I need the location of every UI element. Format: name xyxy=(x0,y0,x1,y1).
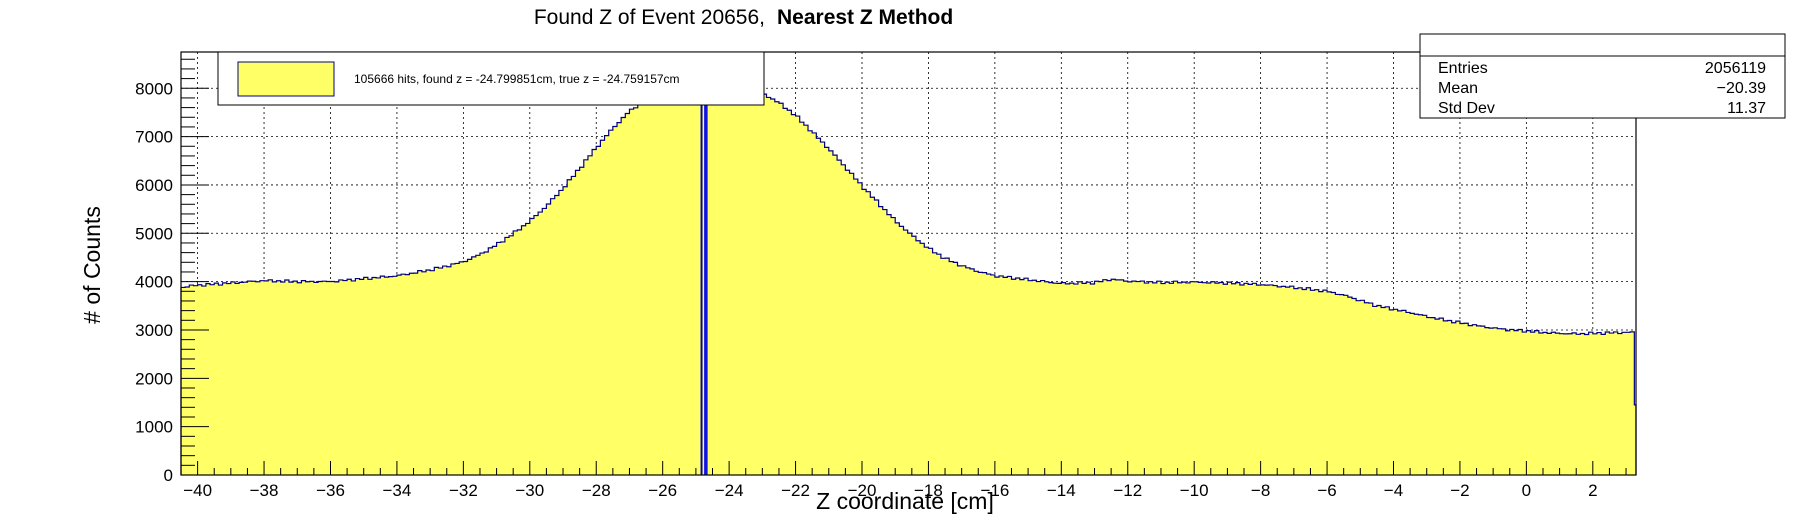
x-tick-label: −6 xyxy=(1317,481,1336,500)
x-tick-label: 2 xyxy=(1588,481,1597,500)
stats-frame xyxy=(1419,33,1786,119)
y-axis-title: # of Counts xyxy=(79,206,105,324)
plot-frame xyxy=(180,51,1637,476)
y-tick-label: 1000 xyxy=(135,418,173,437)
legend: 105666 hits, found z = -24.799851cm, tru… xyxy=(217,51,765,106)
x-tick-label: −18 xyxy=(914,481,943,500)
x-tick-label: −30 xyxy=(515,481,544,500)
x-tick-label: −32 xyxy=(449,481,478,500)
stats-entries-label: Entries xyxy=(1438,60,1488,77)
x-tick-label: −12 xyxy=(1113,481,1142,500)
histogram-fill xyxy=(181,82,1636,476)
chart-title-method: Nearest Z Method xyxy=(777,6,953,29)
x-tick-label: −8 xyxy=(1251,481,1270,500)
stats-stddev-label: Std Dev xyxy=(1438,100,1495,117)
stats-entries-value: 2056119 xyxy=(1705,60,1766,77)
plot-area xyxy=(180,52,1637,476)
y-tick-label: 5000 xyxy=(135,224,173,243)
x-tick-label: 0 xyxy=(1522,481,1531,500)
x-tick-label: −14 xyxy=(1047,481,1076,500)
x-tick-label: −10 xyxy=(1180,481,1209,500)
y-tick-label: 2000 xyxy=(135,369,173,388)
stats-mean-label: Mean xyxy=(1438,80,1478,97)
x-tick-label: −36 xyxy=(316,481,345,500)
stats-stddev-value: 11.37 xyxy=(1727,100,1766,117)
stats-box: Entries 2056119 Mean −20.39 Std Dev 11.3… xyxy=(1419,33,1786,119)
x-tick-label: −20 xyxy=(848,481,877,500)
y-tick-label: 8000 xyxy=(135,79,173,98)
x-axis-title: Z coordinate [cm] xyxy=(816,488,994,514)
axes: −40 −38 −36 −34 −32 −30 −28 −26 −24 −22 −20 −18 −16−… xyxy=(135,51,1637,500)
x-tick-label: −16 xyxy=(980,481,1009,500)
legend-swatch xyxy=(237,61,335,97)
y-tick-label: 0 xyxy=(164,466,173,485)
x-tick-label: −4 xyxy=(1384,481,1403,500)
x-tick-label: −38 xyxy=(250,481,279,500)
histogram-outline xyxy=(180,82,1637,475)
x-tick-label: −28 xyxy=(582,481,611,500)
y-tick-label: 4000 xyxy=(135,273,173,292)
x-tick-label: −24 xyxy=(715,481,744,500)
x-tick-label: −2 xyxy=(1450,481,1469,500)
y-tick-label: 7000 xyxy=(135,128,173,147)
x-tick-label: −40 xyxy=(183,481,212,500)
legend-label: 105666 hits, found z = -24.799851cm, tru… xyxy=(354,72,680,86)
stats-mean-value: −20.39 xyxy=(1717,80,1766,97)
x-tick-label: −34 xyxy=(383,481,412,500)
chart-title: Found Z of Event 20656, xyxy=(534,6,765,29)
y-tick-label: 6000 xyxy=(135,176,173,195)
x-tick-label: −22 xyxy=(781,481,810,500)
y-tick-label: 3000 xyxy=(135,321,173,340)
x-tick-label: −26 xyxy=(648,481,677,500)
